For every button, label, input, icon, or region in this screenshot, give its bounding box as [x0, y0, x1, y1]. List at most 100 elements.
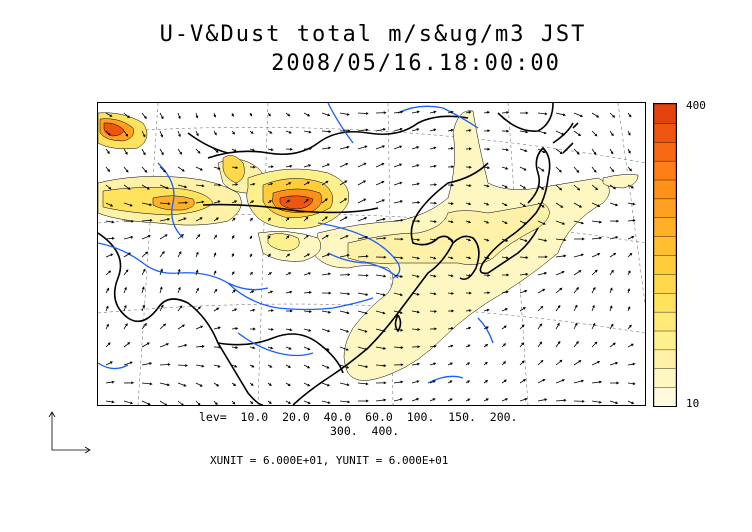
wind-arrow	[501, 111, 510, 114]
wind-arrow	[591, 202, 601, 207]
wind-arrow	[537, 305, 544, 312]
wind-arrow	[393, 200, 403, 204]
wind-arrow	[285, 217, 290, 222]
wind-arrow	[141, 342, 150, 348]
wind-arrow	[465, 147, 472, 151]
wind-arrow	[447, 256, 454, 260]
colorbar-step	[654, 122, 676, 143]
wind-arrow	[447, 128, 454, 132]
wind-arrow	[286, 309, 293, 313]
wind-arrow	[123, 400, 134, 405]
wind-arrow	[231, 148, 237, 152]
wind-arrow	[393, 346, 404, 349]
wind-arrow	[285, 182, 292, 186]
wind-arrow	[393, 256, 404, 260]
wind-arrow	[105, 361, 113, 366]
wind-arrow	[141, 202, 153, 206]
wind-arrow	[303, 216, 309, 222]
wind-arrow	[609, 323, 614, 330]
wind-arrow	[177, 305, 183, 312]
wind-arrow	[447, 183, 455, 187]
wind-arrow	[375, 346, 387, 350]
wind-arrow	[213, 252, 217, 258]
wind-arrow	[375, 255, 387, 259]
wind-arrow	[357, 235, 369, 240]
wind-arrow	[213, 345, 222, 349]
wind-arrow	[105, 148, 110, 155]
wind-arrow	[483, 291, 491, 295]
wind-arrow	[357, 254, 369, 258]
wind-arrow	[267, 130, 273, 134]
wind-arrow	[465, 238, 472, 242]
wind-arrow	[141, 304, 145, 312]
wind-arrow	[429, 146, 437, 150]
wind-arrow	[105, 305, 109, 312]
wind-arrow	[303, 400, 311, 405]
wind-arrow	[555, 340, 561, 348]
wind-arrow	[123, 148, 128, 155]
wind-arrow	[591, 341, 598, 348]
wind-arrow	[573, 399, 585, 403]
wind-arrow	[303, 164, 312, 168]
wind-arrow	[159, 130, 163, 138]
wind-arrow	[141, 382, 153, 386]
colorbar-step	[654, 311, 676, 332]
wind-arrow	[393, 110, 404, 114]
wind-arrow	[339, 382, 350, 387]
wind-arrow	[357, 364, 369, 368]
wind-arrow	[537, 202, 545, 208]
wind-arrow	[249, 165, 256, 169]
wind-arrow	[285, 382, 291, 387]
wind-arrow	[627, 382, 636, 386]
wind-arrow	[357, 292, 369, 296]
wind-arrow	[429, 201, 438, 205]
wind-arrow	[303, 198, 309, 204]
wind-arrow	[231, 289, 236, 294]
wind-arrow	[177, 166, 185, 172]
wind-arrow	[591, 304, 595, 312]
wind-arrow	[195, 251, 199, 258]
wind-arrow	[250, 327, 256, 331]
wind-arrow	[339, 198, 348, 204]
wind-arrow	[339, 235, 349, 240]
wind-arrow	[321, 310, 332, 314]
wind-arrow	[249, 217, 253, 222]
wind-arrow	[393, 292, 403, 296]
wind-arrow	[177, 217, 187, 222]
wind-arrow	[447, 202, 454, 205]
wind-arrow	[429, 380, 436, 384]
wind-arrow	[375, 292, 386, 297]
wind-arrow	[411, 110, 420, 114]
wind-arrow	[123, 219, 135, 223]
wind-arrow	[501, 398, 509, 402]
wind-arrow	[231, 382, 237, 387]
wind-arrow	[501, 308, 508, 312]
colorbar-step	[654, 217, 676, 237]
wind-arrow	[573, 220, 585, 225]
wind-arrow	[574, 237, 585, 241]
wind-arrow	[321, 346, 330, 351]
wind-arrow	[447, 380, 453, 384]
wind-arrow	[339, 180, 348, 186]
wind-arrow	[375, 364, 387, 368]
wind-arrow	[519, 272, 529, 276]
wind-arrow	[213, 148, 219, 153]
wind-arrow	[573, 322, 578, 330]
wind-arrow	[357, 328, 368, 333]
wind-arrow	[519, 289, 528, 294]
wind-arrow	[429, 220, 437, 223]
wind-arrow	[573, 360, 582, 366]
wind-arrow	[231, 200, 238, 204]
wind-arrow	[105, 342, 111, 348]
wind-arrow	[213, 400, 218, 405]
wind-arrow	[411, 328, 421, 331]
wind-arrow	[609, 148, 614, 155]
wind-arrow	[609, 361, 619, 366]
wind-arrow	[339, 129, 351, 133]
wind-arrow	[555, 130, 565, 136]
wind-arrow	[303, 291, 312, 294]
wind-arrow	[447, 309, 455, 313]
wind-arrow	[213, 307, 220, 312]
wind-arrow	[519, 307, 526, 312]
wind-arrow	[483, 129, 491, 133]
